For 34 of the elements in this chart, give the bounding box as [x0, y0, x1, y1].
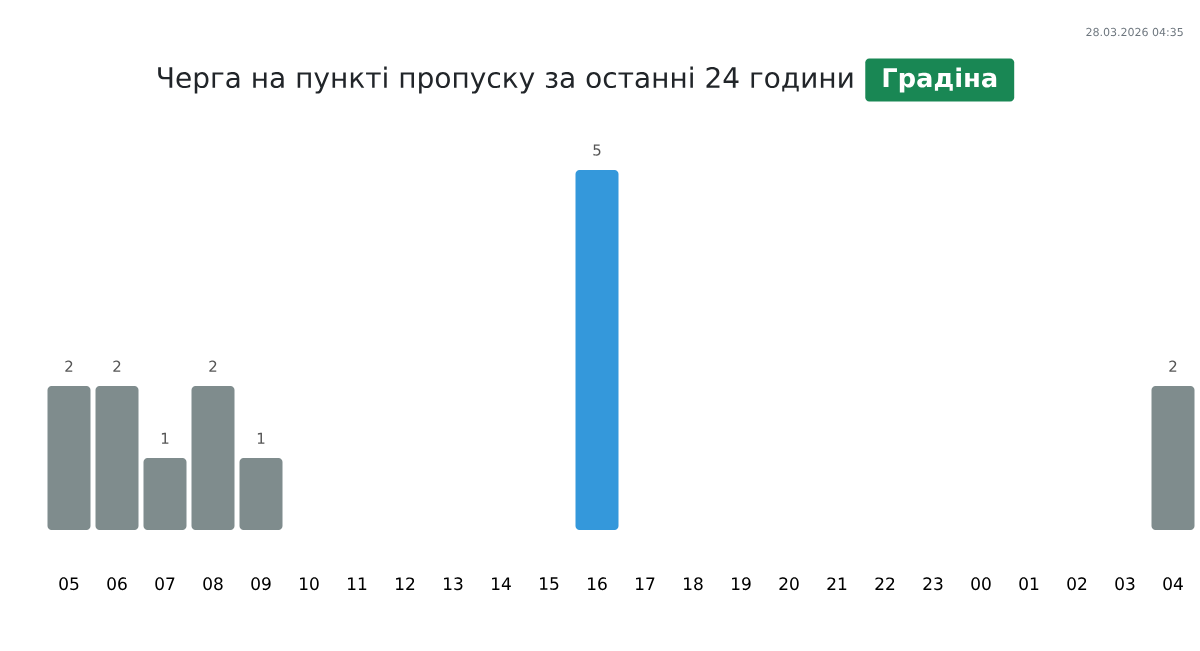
x-tick-label: 09 — [251, 577, 271, 591]
x-tick-label: 21 — [827, 577, 847, 590]
data-label: 2 — [65, 360, 73, 372]
x-tick-label: 19 — [732, 577, 751, 591]
x-tick-label: 23 — [923, 577, 943, 591]
data-label: 1 — [257, 432, 265, 444]
x-tick-label: 17 — [636, 577, 655, 590]
x-tick-label: 06 — [107, 577, 127, 591]
x-tick-label: 14 — [492, 577, 511, 590]
x-tick-label: 05 — [59, 577, 79, 591]
x-tick-label: 15 — [540, 577, 559, 591]
data-label: 5 — [593, 144, 601, 156]
x-tick-label: 20 — [779, 577, 799, 591]
chart-subtitle: Градіна — [883, 67, 997, 93]
x-tick-label: 02 — [1067, 577, 1087, 591]
x-tick-label: 03 — [1115, 577, 1135, 591]
data-label: 2 — [113, 360, 121, 372]
data-label: 2 — [1169, 360, 1177, 372]
data-label: 1 — [161, 432, 169, 444]
x-tick-label: 16 — [588, 577, 607, 591]
x-tick-label: 12 — [396, 577, 415, 590]
data-label: 2 — [209, 360, 217, 372]
x-tick-label: 01 — [1019, 577, 1039, 591]
x-tick-label: 11 — [348, 577, 367, 590]
x-tick-label: 10 — [300, 577, 319, 591]
x-tick-label: 07 — [155, 577, 175, 591]
x-tick-label: 04 — [1163, 577, 1183, 591]
x-tick-label: 18 — [684, 577, 703, 591]
text: 28.03.2026 04:35 — [1086, 27, 1183, 37]
chart-title: Черга на пункті пропуску за останні 24 години — [158, 66, 853, 94]
x-tick-label: 00 — [971, 577, 991, 591]
x-tick-label: 22 — [875, 577, 895, 590]
x-tick-label: 13 — [444, 577, 463, 591]
x-tick-label: 08 — [203, 577, 223, 591]
